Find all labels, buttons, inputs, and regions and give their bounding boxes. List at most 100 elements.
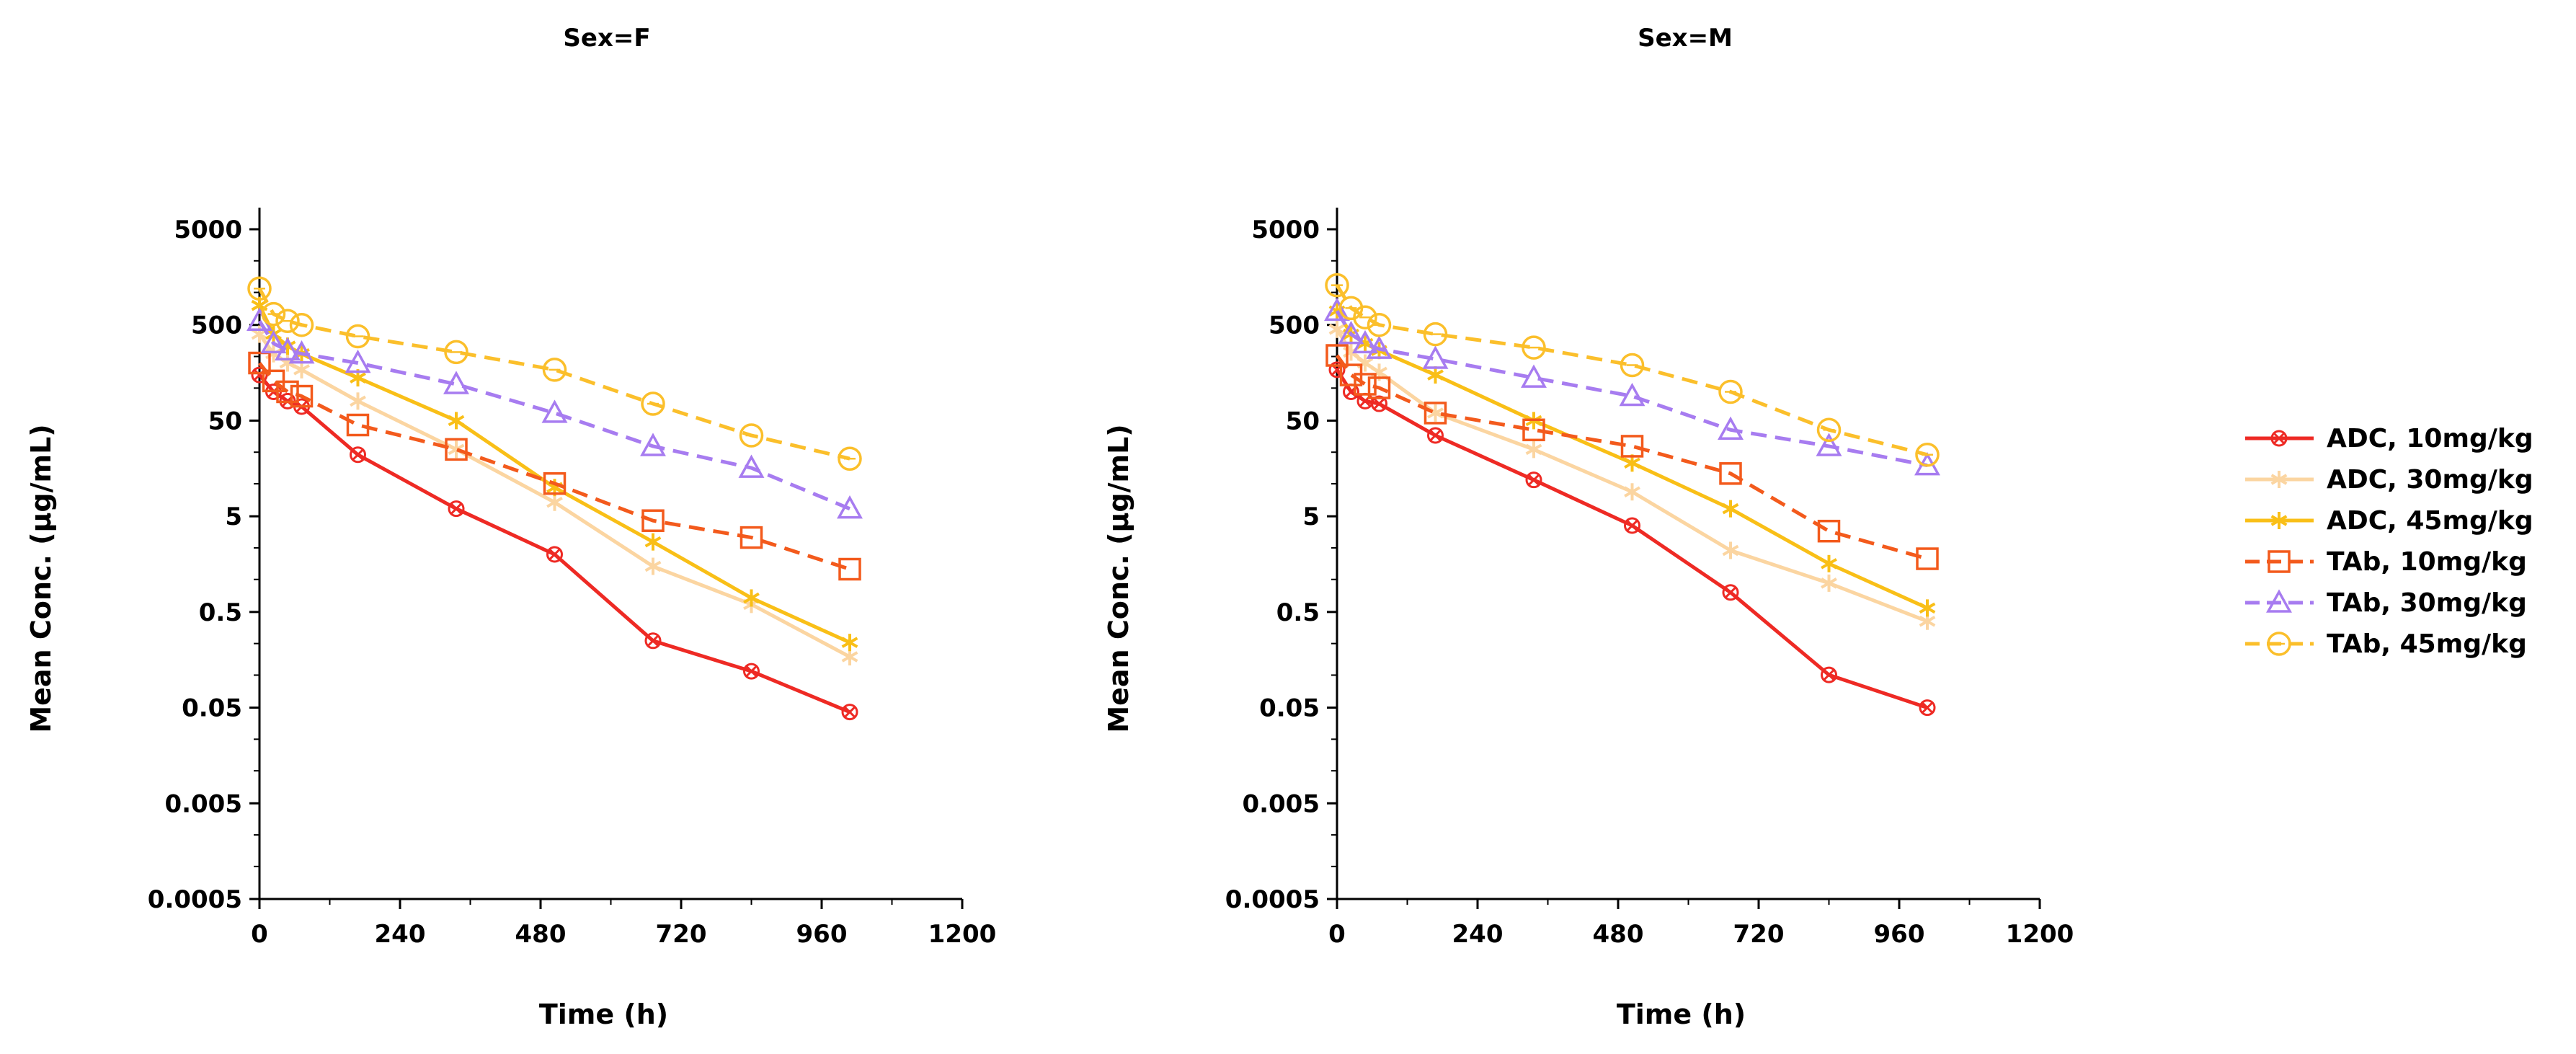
legend-adc-30mg-kg-point-0: [2270, 471, 2288, 488]
y-tick-label: 0.5: [199, 598, 242, 627]
tab-45mg-kg-point-2: [1353, 305, 1377, 329]
series-line-tab-10mg-kg: [258, 361, 850, 571]
tab-10mg-kg-point-7: [641, 509, 665, 532]
adc-10mg-kg-point-3: [1371, 395, 1387, 412]
tab-10mg-kg-point-6: [1620, 435, 1644, 458]
tab-30mg-kg-point-5: [443, 371, 469, 394]
x-tick-label: 480: [515, 920, 567, 949]
series-tab-10mg-kg: [1325, 344, 1939, 570]
y-tick-label: 5000: [1251, 216, 1320, 244]
series-line-adc-30mg-kg: [1335, 328, 1928, 624]
legend-label: TAb, 10mg/kg: [2327, 547, 2527, 577]
series-tab-30mg-kg: [1324, 297, 1940, 476]
x-tick-label: 480: [1593, 920, 1644, 949]
adc-10mg-kg-point-9: [841, 704, 858, 721]
y-tick-label: 0.05: [1259, 694, 1320, 723]
y-tick-label: 0.005: [1242, 789, 1320, 818]
legend-item-tab-10mg-kg: TAb, 10mg/kg: [2245, 547, 2527, 577]
legend-label: ADC, 10mg/kg: [2327, 424, 2533, 453]
series-tab-10mg-kg: [248, 351, 861, 581]
tab-10mg-kg-point-4: [1424, 402, 1447, 425]
tab-45mg-kg-point-4: [1423, 322, 1448, 347]
series-line-tab-45mg-kg: [1335, 284, 1928, 457]
x-tick-label: 240: [375, 920, 426, 949]
legend-adc-10mg-kg-point-0: [2270, 430, 2288, 447]
adc-30mg-kg-point-3: [293, 360, 310, 378]
x-axis-label: Time (h): [1617, 998, 1746, 1030]
tab-45mg-kg-point-3: [289, 312, 314, 337]
adc-30mg-kg-point-4: [350, 392, 366, 410]
tab-45mg-kg-point-0: [247, 276, 272, 301]
tab-30mg-kg-point-1: [260, 329, 287, 354]
legend-item-tab-30mg-kg: TAb, 30mg/kg: [2245, 588, 2527, 618]
tab-45mg-kg-point-5: [444, 340, 468, 365]
tab-45mg-kg-point-8: [1816, 417, 1842, 443]
x-tick-label: 720: [656, 920, 707, 949]
adc-10mg-kg-point-7: [1722, 584, 1739, 601]
tab-45mg-kg-point-6: [542, 358, 567, 382]
adc-45mg-kg-point-8: [1821, 554, 1837, 572]
adc-45mg-kg-point-9: [1919, 599, 1936, 617]
adc-45mg-kg-point-8: [743, 589, 760, 607]
tab-45mg-kg-point-7: [1718, 379, 1743, 404]
tab-10mg-kg-point-5: [445, 438, 468, 461]
tab-45mg-kg-point-3: [1367, 312, 1392, 337]
legend-label: TAb, 45mg/kg: [2327, 629, 2527, 659]
adc-10mg-kg-point-5: [448, 500, 465, 518]
tab-30mg-kg-point-5: [1521, 364, 1547, 388]
tab-30mg-kg-point-8: [738, 454, 765, 478]
legend-label: ADC, 30mg/kg: [2327, 465, 2533, 495]
legend-tab-10mg-kg-point-0: [2268, 550, 2291, 573]
tab-30mg-kg-point-2: [275, 337, 301, 360]
y-tick-label: 500: [1269, 311, 1320, 340]
y-tick-label: 0.0005: [148, 885, 242, 914]
x-tick-label: 240: [1452, 920, 1504, 949]
tab-10mg-kg-point-9: [838, 557, 861, 581]
tab-45mg-kg-point-7: [641, 391, 665, 416]
tab-30mg-kg-point-2: [1352, 329, 1378, 354]
legend-tab-30mg-kg-point-0: [2266, 589, 2292, 613]
legend: ADC, 10mg/kg ADC, 30mg/kg ADC, 45mg/kg TAb,…: [2245, 424, 2533, 659]
tab-10mg-kg-point-0: [1325, 344, 1349, 367]
tab-45mg-kg-point-0: [1325, 273, 1349, 298]
tab-30mg-kg-point-3: [1366, 335, 1393, 359]
tab-30mg-kg-point-0: [1324, 297, 1350, 322]
y-tick-label: 0.05: [182, 694, 242, 723]
tab-30mg-kg-point-4: [1422, 345, 1449, 369]
adc-10mg-kg-point-6: [1624, 517, 1640, 534]
panel-sex-f: Sex=F 5000 500 50 5 0.5 0.05 0.005 0.0005 0 240 480…: [25, 24, 996, 1030]
y-axis-label: Mean Conc. (µg/mL): [1103, 424, 1134, 732]
x-axis-label: Time (h): [539, 998, 668, 1030]
panel-title: Sex=M: [1638, 24, 1733, 53]
tab-30mg-kg-point-6: [1619, 382, 1645, 407]
tab-10mg-kg-point-0: [248, 351, 271, 375]
tab-10mg-kg-point-7: [1719, 462, 1742, 485]
adc-30mg-kg-point-6: [546, 493, 563, 511]
tab-10mg-kg-point-3: [1367, 376, 1391, 399]
tab-45mg-kg-point-5: [1522, 335, 1546, 360]
series-tab-45mg-kg: [1325, 273, 1940, 467]
adc-30mg-kg-point-7: [644, 557, 662, 575]
y-tick-label: 50: [208, 407, 242, 435]
y-tick-label: 0.005: [164, 789, 242, 818]
tab-10mg-kg-point-8: [740, 526, 763, 549]
tab-30mg-kg-point-6: [541, 399, 568, 423]
series-tab-30mg-kg: [247, 307, 863, 519]
x-tick-label: 1200: [928, 920, 997, 949]
adc-45mg-kg-point-9: [841, 634, 858, 652]
adc-30mg-kg-point-0: [1328, 320, 1346, 338]
tab-10mg-kg-point-9: [1916, 547, 1939, 570]
adc-10mg-kg-point-7: [644, 632, 662, 650]
tab-10mg-kg-point-3: [290, 384, 314, 408]
tab-10mg-kg-point-4: [346, 413, 370, 437]
adc-45mg-kg-point-7: [644, 533, 662, 551]
y-axis-label: Mean Conc. (µg/mL): [25, 424, 57, 732]
y-tick-label: 5: [225, 502, 242, 531]
legend-item-adc-45mg-kg: ADC, 45mg/kg: [2245, 506, 2533, 536]
adc-30mg-kg-point-5: [1525, 440, 1542, 459]
tab-45mg-kg-point-1: [261, 301, 286, 327]
adc-45mg-kg-point-7: [1722, 500, 1739, 518]
tab-30mg-kg-point-1: [1338, 320, 1364, 345]
x-tick-label: 960: [796, 920, 848, 949]
y-tick-label: 0.0005: [1225, 885, 1320, 914]
